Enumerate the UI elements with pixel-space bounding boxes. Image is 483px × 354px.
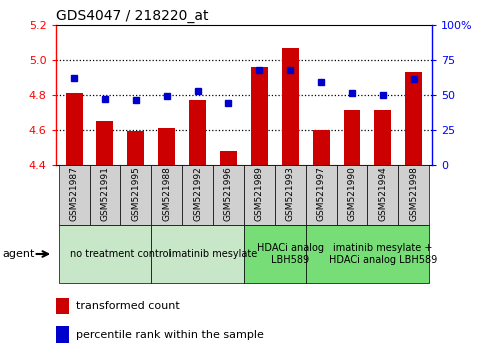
Bar	[275, 165, 306, 225]
Text: GSM521996: GSM521996	[224, 166, 233, 221]
Bar	[120, 165, 151, 225]
Bar	[128, 131, 144, 165]
Bar	[313, 130, 329, 165]
Bar	[398, 165, 429, 225]
Bar	[151, 165, 182, 225]
Bar	[405, 72, 422, 165]
Text: GSM521991: GSM521991	[100, 166, 110, 221]
Bar	[56, 297, 69, 314]
Bar	[151, 225, 244, 283]
Bar	[58, 225, 151, 283]
Text: percentile rank within the sample: percentile rank within the sample	[76, 330, 264, 340]
Text: transformed count: transformed count	[76, 301, 180, 311]
Text: HDACi analog
LBH589: HDACi analog LBH589	[257, 243, 324, 265]
Bar	[374, 110, 391, 165]
Text: imatinib mesylate: imatinib mesylate	[169, 249, 257, 259]
Bar	[368, 165, 398, 225]
Text: GSM521995: GSM521995	[131, 166, 141, 221]
Text: imatinib mesylate +
HDACi analog LBH589: imatinib mesylate + HDACi analog LBH589	[329, 243, 437, 265]
Text: GSM521998: GSM521998	[409, 166, 418, 221]
Text: GSM521994: GSM521994	[378, 166, 387, 221]
Bar	[306, 165, 337, 225]
Bar	[56, 326, 69, 343]
Bar	[244, 165, 275, 225]
Bar	[244, 225, 306, 283]
Text: GSM521989: GSM521989	[255, 166, 264, 221]
Text: GSM521992: GSM521992	[193, 166, 202, 221]
Bar	[343, 110, 360, 165]
Text: GSM521988: GSM521988	[162, 166, 171, 221]
Text: agent: agent	[2, 249, 35, 259]
Bar	[66, 93, 83, 165]
Bar	[97, 121, 114, 165]
Text: GSM521987: GSM521987	[70, 166, 79, 221]
Bar	[158, 128, 175, 165]
Text: GSM521993: GSM521993	[286, 166, 295, 221]
Bar	[337, 165, 368, 225]
Bar	[182, 165, 213, 225]
Bar	[251, 67, 268, 165]
Text: no treatment control: no treatment control	[70, 249, 171, 259]
Bar	[306, 225, 429, 283]
Bar	[58, 165, 89, 225]
Bar	[282, 47, 298, 165]
Text: GDS4047 / 218220_at: GDS4047 / 218220_at	[56, 9, 208, 23]
Bar	[220, 151, 237, 165]
Text: GSM521997: GSM521997	[317, 166, 326, 221]
Text: GSM521990: GSM521990	[347, 166, 356, 221]
Bar	[89, 165, 120, 225]
Bar	[213, 165, 244, 225]
Bar	[189, 100, 206, 165]
